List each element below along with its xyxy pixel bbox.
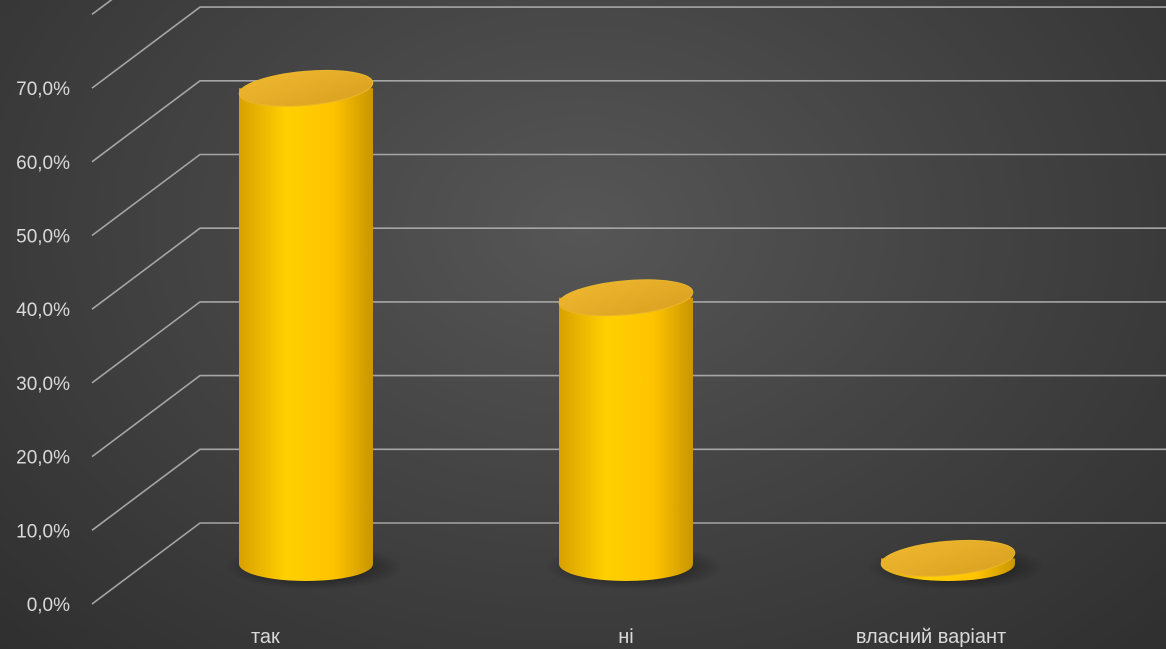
bar-body <box>559 297 693 581</box>
x-category-label: власний варіант <box>856 626 1006 648</box>
y-tick-label: 30,0% <box>16 374 70 395</box>
bar-top <box>558 279 694 317</box>
gridline <box>91 6 1166 89</box>
bar-top <box>880 539 1016 577</box>
y-tick-label: 0,0% <box>27 595 70 616</box>
x-axis-categories: так ні власний варіант <box>251 626 1006 648</box>
y-tick-label: 20,0% <box>16 448 70 469</box>
y-tick-label: 10,0% <box>16 521 70 542</box>
gridline <box>91 80 1166 163</box>
y-tick-label: 50,0% <box>16 227 70 248</box>
y-axis-ticks: 0,0% 10,0% 20,0% 30,0% 40,0% 50,0% 60,0% 70,0% <box>16 79 70 616</box>
y-tick-label: 40,0% <box>16 300 70 321</box>
bar-top <box>238 69 374 107</box>
gridline <box>91 374 1166 458</box>
bar <box>545 279 723 590</box>
bar-body <box>239 88 373 581</box>
y-tick-label: 70,0% <box>16 79 70 100</box>
bar <box>225 69 403 590</box>
gridline <box>91 522 1166 605</box>
gridline <box>91 448 1166 531</box>
gridline <box>91 153 1166 237</box>
grid-layer <box>91 0 1166 605</box>
x-category-label: ні <box>618 626 634 648</box>
gridline <box>91 227 1166 310</box>
y-tick-label: 60,0% <box>16 153 70 174</box>
gridline <box>91 301 1166 384</box>
bars <box>225 69 1045 590</box>
bar <box>867 539 1045 590</box>
x-category-label: так <box>251 626 280 648</box>
